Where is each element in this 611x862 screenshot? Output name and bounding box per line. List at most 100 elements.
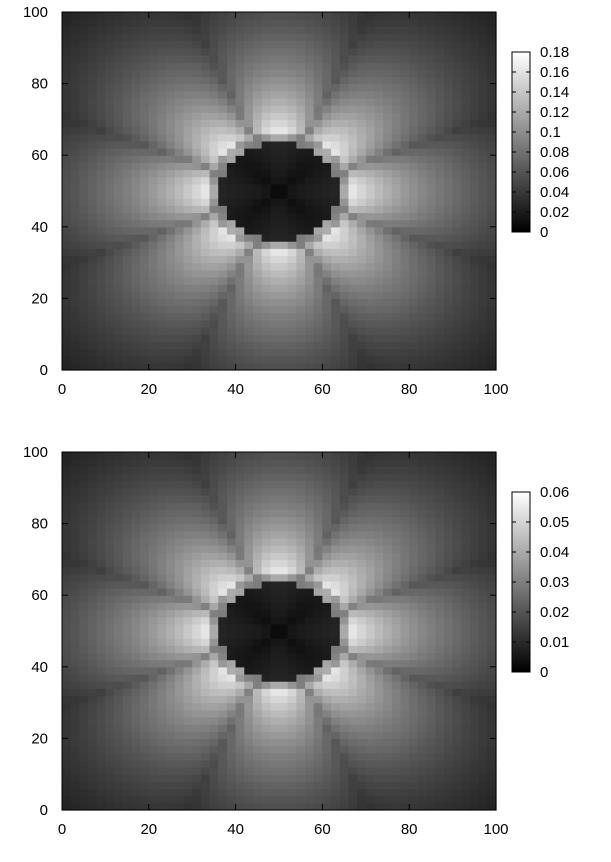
heatmap-cell	[340, 162, 349, 170]
heatmap-cell	[401, 306, 410, 314]
heatmap-cell	[305, 162, 314, 170]
heatmap-cell	[444, 516, 453, 524]
heatmap-cell	[470, 789, 479, 797]
heatmap-cell	[79, 452, 88, 460]
heatmap-cell	[105, 84, 114, 92]
heatmap-cell	[236, 248, 245, 256]
heatmap-cell	[444, 781, 453, 789]
heatmap-cell	[227, 502, 236, 510]
heatmap-cell	[409, 313, 418, 321]
heatmap-cell	[487, 19, 496, 27]
heatmap-cell	[71, 667, 80, 675]
heatmap-cell	[357, 703, 366, 711]
heatmap-cell	[487, 291, 496, 299]
heatmap-cell	[305, 191, 314, 199]
heatmap-cell	[418, 48, 427, 56]
heatmap-cell	[453, 119, 462, 127]
heatmap-cell	[427, 184, 436, 192]
heatmap-cell	[236, 638, 245, 646]
heatmap-cell	[392, 212, 401, 220]
heatmap-cell	[123, 638, 132, 646]
heatmap-cell	[105, 610, 114, 618]
heatmap-cell	[218, 509, 227, 517]
heatmap-cell	[192, 19, 201, 27]
heatmap-cell	[71, 610, 80, 618]
heatmap-cell	[279, 212, 288, 220]
heatmap-cell	[348, 19, 357, 27]
heatmap-cell	[444, 298, 453, 306]
heatmap-cell	[296, 69, 305, 77]
heatmap-cell	[435, 134, 444, 142]
heatmap-cell	[218, 581, 227, 589]
heatmap-cell	[140, 12, 149, 20]
heatmap-cell	[105, 509, 114, 517]
heatmap-cell	[62, 524, 71, 532]
heatmap-cell	[123, 767, 132, 775]
heatmap-cell	[357, 141, 366, 149]
heatmap-cell	[279, 127, 288, 135]
heatmap-cell	[253, 263, 262, 271]
heatmap-cell	[305, 234, 314, 242]
heatmap-cell	[157, 695, 166, 703]
heatmap-cell	[435, 327, 444, 335]
heatmap-cell	[114, 349, 123, 357]
heatmap-cell	[149, 212, 158, 220]
heatmap-cell	[305, 105, 314, 113]
heatmap-cell	[62, 588, 71, 596]
heatmap-cell	[331, 105, 340, 113]
heatmap-cell	[210, 495, 219, 503]
heatmap-cell	[244, 638, 253, 646]
heatmap-cell	[348, 341, 357, 349]
heatmap-cell	[62, 148, 71, 156]
heatmap-cell	[444, 774, 453, 782]
heatmap-cell	[184, 334, 193, 342]
heatmap-cell	[131, 306, 140, 314]
heatmap-cell	[71, 710, 80, 718]
heatmap-cell	[131, 177, 140, 185]
heatmap-cell	[453, 652, 462, 660]
heatmap-cell	[305, 55, 314, 63]
heatmap-cell	[444, 552, 453, 560]
heatmap-cell	[322, 69, 331, 77]
heatmap-cell	[184, 645, 193, 653]
heatmap-cell	[374, 781, 383, 789]
heatmap-cell	[401, 177, 410, 185]
heatmap-cell	[357, 481, 366, 489]
heatmap-cell	[409, 724, 418, 732]
heatmap-cell	[461, 688, 470, 696]
heatmap-cell	[236, 298, 245, 306]
heatmap-cell	[236, 488, 245, 496]
heatmap-cell	[401, 134, 410, 142]
heatmap-cell	[366, 731, 375, 739]
heatmap-cell	[305, 198, 314, 206]
heatmap-cell	[392, 803, 401, 811]
heatmap-cell	[279, 466, 288, 474]
heatmap-cell	[97, 588, 106, 596]
heatmap-cell	[296, 41, 305, 49]
heatmap-cell	[62, 767, 71, 775]
heatmap-cell	[487, 320, 496, 328]
heatmap-cell	[444, 19, 453, 27]
heatmap-cell	[210, 162, 219, 170]
heatmap-cell	[392, 452, 401, 460]
heatmap-cell	[79, 695, 88, 703]
heatmap-cell	[175, 695, 184, 703]
heatmap-cell	[470, 738, 479, 746]
heatmap-cell	[236, 789, 245, 797]
heatmap-cell	[401, 184, 410, 192]
heatmap-cell	[331, 127, 340, 135]
heatmap-cell	[479, 191, 488, 199]
heatmap-cell	[435, 753, 444, 761]
heatmap-cell	[357, 356, 366, 364]
heatmap-cell	[314, 220, 323, 228]
heatmap-cell	[149, 703, 158, 711]
heatmap-cell	[166, 19, 175, 27]
heatmap-cell	[418, 645, 427, 653]
heatmap-cell	[149, 234, 158, 242]
heatmap-cell	[218, 516, 227, 524]
heatmap-cell	[253, 631, 262, 639]
heatmap-cell	[253, 459, 262, 467]
heatmap-cell	[105, 695, 114, 703]
heatmap-cell	[114, 227, 123, 235]
heatmap-cell	[270, 341, 279, 349]
